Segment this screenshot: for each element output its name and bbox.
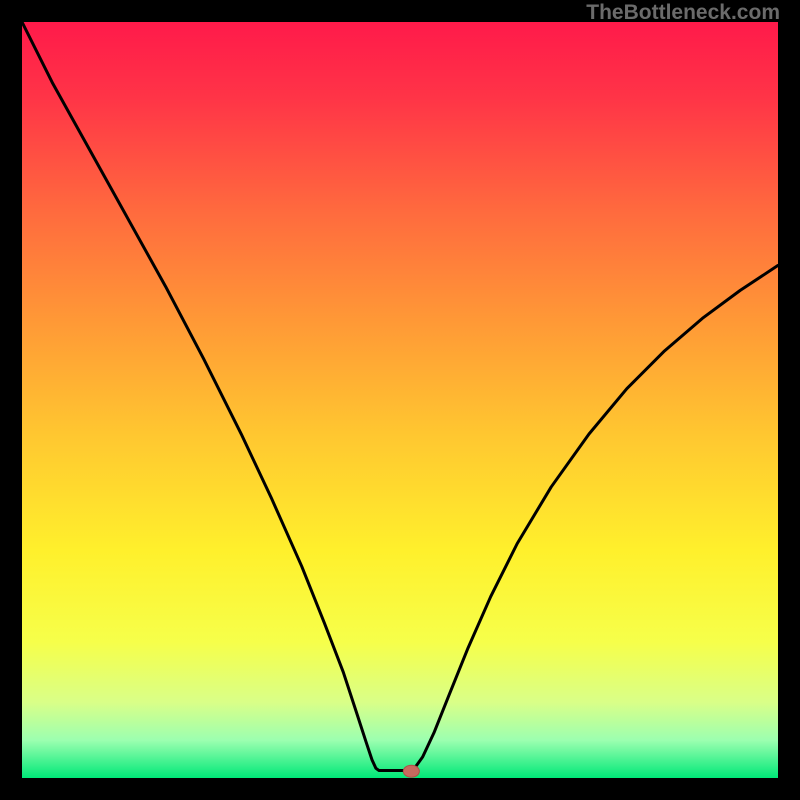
chart-frame: TheBottleneck.com xyxy=(0,0,800,800)
plot-background xyxy=(22,22,778,778)
watermark-text: TheBottleneck.com xyxy=(586,1,780,25)
minimum-marker xyxy=(403,765,419,777)
bottleneck-chart xyxy=(0,0,800,800)
